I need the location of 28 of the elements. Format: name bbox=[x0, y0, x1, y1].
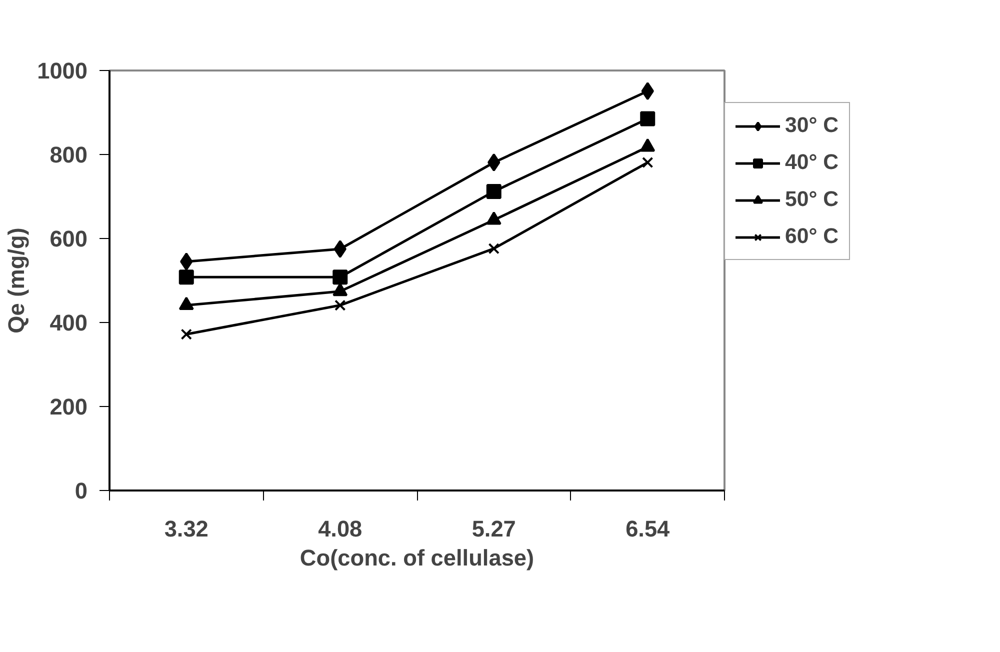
legend-label: 30° C bbox=[785, 113, 839, 138]
y-tick-label: 1000 bbox=[37, 58, 88, 84]
x-tick-label: 6.54 bbox=[626, 516, 670, 542]
legend-label: 60° C bbox=[785, 224, 839, 249]
y-axis-title: Qe (mg/g) bbox=[3, 228, 30, 334]
point bbox=[334, 240, 346, 258]
y-tick-label: 200 bbox=[50, 394, 88, 420]
point bbox=[641, 82, 654, 100]
y-tick-label: 600 bbox=[50, 226, 88, 252]
point bbox=[334, 300, 346, 311]
point bbox=[486, 184, 502, 199]
point bbox=[640, 111, 656, 126]
x-tick-label: 3.32 bbox=[164, 516, 208, 542]
x-tick-label: 4.08 bbox=[318, 516, 362, 542]
point bbox=[642, 156, 654, 168]
point bbox=[178, 270, 194, 285]
y-tick-label: 400 bbox=[50, 310, 88, 336]
x-tick-label: 5.27 bbox=[472, 516, 516, 542]
legend-label: 40° C bbox=[785, 150, 839, 175]
point bbox=[180, 328, 192, 340]
x-axis-title: Co(conc. of cellulase) bbox=[300, 544, 534, 570]
y-tick-label: 0 bbox=[74, 478, 88, 504]
point bbox=[180, 252, 193, 271]
y-tick-label: 800 bbox=[50, 142, 88, 168]
legend-label: 50° C bbox=[785, 187, 839, 212]
point bbox=[488, 242, 500, 254]
point bbox=[488, 153, 500, 172]
point bbox=[332, 270, 348, 285]
